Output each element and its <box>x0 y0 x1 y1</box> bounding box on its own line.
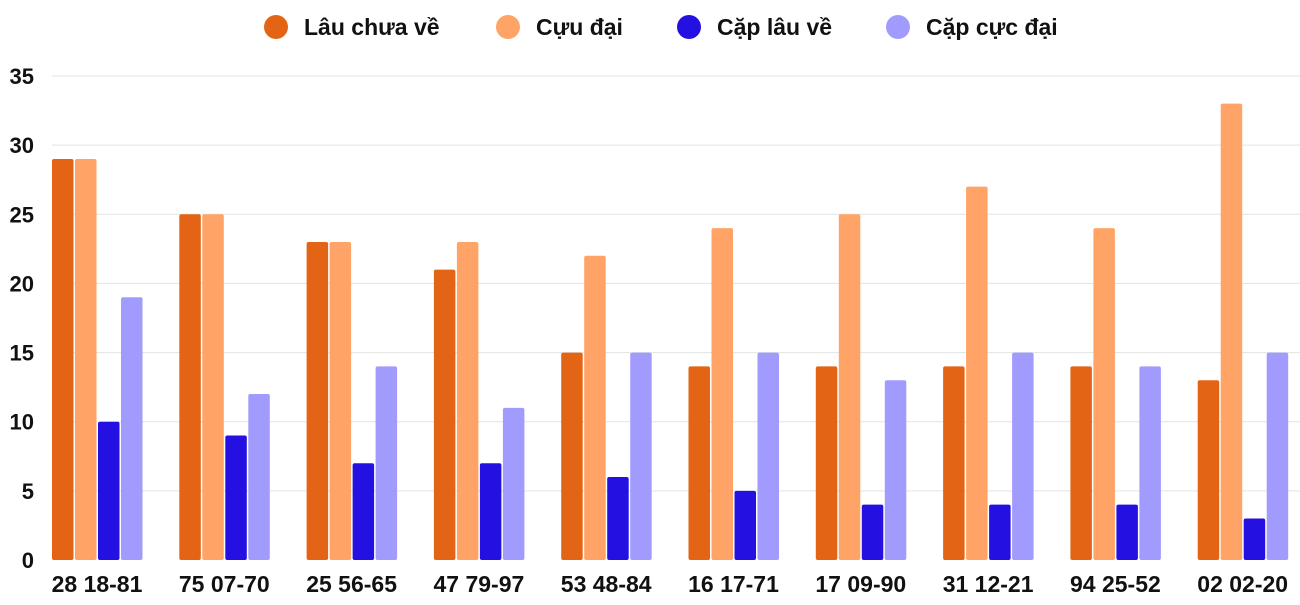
bar-2-2 <box>352 463 375 560</box>
legend-label-2: Cặp lâu về <box>717 14 832 40</box>
x-tick-label: 94 25-52 <box>1070 571 1161 597</box>
bars <box>52 103 1289 561</box>
x-tick-label: 75 07-70 <box>179 571 270 597</box>
bar-9-2 <box>1243 518 1266 560</box>
bar-9-0 <box>1197 380 1220 560</box>
x-tick-label: 28 18-81 <box>52 571 143 597</box>
x-tick-label: 17 09-90 <box>815 571 906 597</box>
bar-7-2 <box>989 504 1011 560</box>
bar-0-2 <box>98 421 120 560</box>
bar-0-3 <box>121 297 143 560</box>
x-axis: 28 18-81 75 07-70 25 56-65 47 79-97 53 48-84… <box>52 571 1289 597</box>
legend-marker-3 <box>886 15 910 39</box>
bar-6-0 <box>815 366 838 560</box>
bar-3-0 <box>433 269 456 560</box>
bar-4-0 <box>561 352 583 560</box>
bar-7-0 <box>943 366 965 560</box>
x-tick-label: 47 79-97 <box>433 571 524 597</box>
x-tick-label: 53 48-84 <box>561 571 652 597</box>
bar-5-2 <box>734 490 756 560</box>
legend-marker-0 <box>264 15 288 39</box>
bar-6-2 <box>861 504 884 560</box>
bar-1-1 <box>202 214 224 561</box>
legend-label-0: Lâu chưa về <box>304 14 440 40</box>
y-tick-label: 5 <box>22 479 34 504</box>
bar-9-1 <box>1220 103 1243 561</box>
bar-7-3 <box>1012 352 1034 560</box>
y-tick-label: 35 <box>10 64 34 89</box>
bar-6-3 <box>884 380 907 560</box>
bar-9-3 <box>1266 352 1289 560</box>
bar-8-3 <box>1139 366 1161 560</box>
bar-2-0 <box>306 241 329 560</box>
y-tick-label: 30 <box>10 133 34 158</box>
y-tick-label: 15 <box>10 341 34 366</box>
x-tick-label: 16 17-71 <box>688 571 779 597</box>
y-tick-label: 20 <box>10 271 34 296</box>
bar-1-0 <box>179 214 201 561</box>
x-tick-label: 25 56-65 <box>306 571 397 597</box>
bar-4-1 <box>584 255 606 560</box>
bar-2-1 <box>329 241 352 560</box>
legend-marker-2 <box>677 15 701 39</box>
legend-marker-1 <box>496 15 520 39</box>
y-tick-label: 25 <box>10 202 34 227</box>
legend: Lâu chưa về Cựu đại Cặp lâu về Cặp cực đại <box>264 14 1058 40</box>
bar-8-0 <box>1070 366 1092 560</box>
bar-3-2 <box>479 463 502 560</box>
y-axis: 0 5 10 15 20 25 30 35 <box>10 64 34 573</box>
bar-1-2 <box>225 435 247 560</box>
bar-5-0 <box>688 366 710 560</box>
bar-4-2 <box>607 477 629 560</box>
bar-5-3 <box>757 352 779 560</box>
bar-2-3 <box>375 366 398 560</box>
y-tick-label: 10 <box>10 410 34 435</box>
bar-7-1 <box>966 186 988 560</box>
bar-8-1 <box>1093 228 1115 560</box>
bar-3-1 <box>456 241 479 560</box>
bar-1-3 <box>248 394 270 560</box>
bar-0-0 <box>52 158 74 560</box>
bar-3-3 <box>502 407 525 560</box>
legend-label-1: Cựu đại <box>536 14 623 40</box>
bar-5-1 <box>711 228 733 560</box>
bar-0-1 <box>75 158 97 560</box>
bar-8-2 <box>1116 504 1138 560</box>
x-tick-label: 02 02-20 <box>1197 571 1288 597</box>
x-tick-label: 31 12-21 <box>943 571 1034 597</box>
y-tick-label: 0 <box>22 548 34 573</box>
bar-4-3 <box>630 352 652 560</box>
bar-6-1 <box>838 214 861 561</box>
legend-label-3: Cặp cực đại <box>926 14 1058 40</box>
